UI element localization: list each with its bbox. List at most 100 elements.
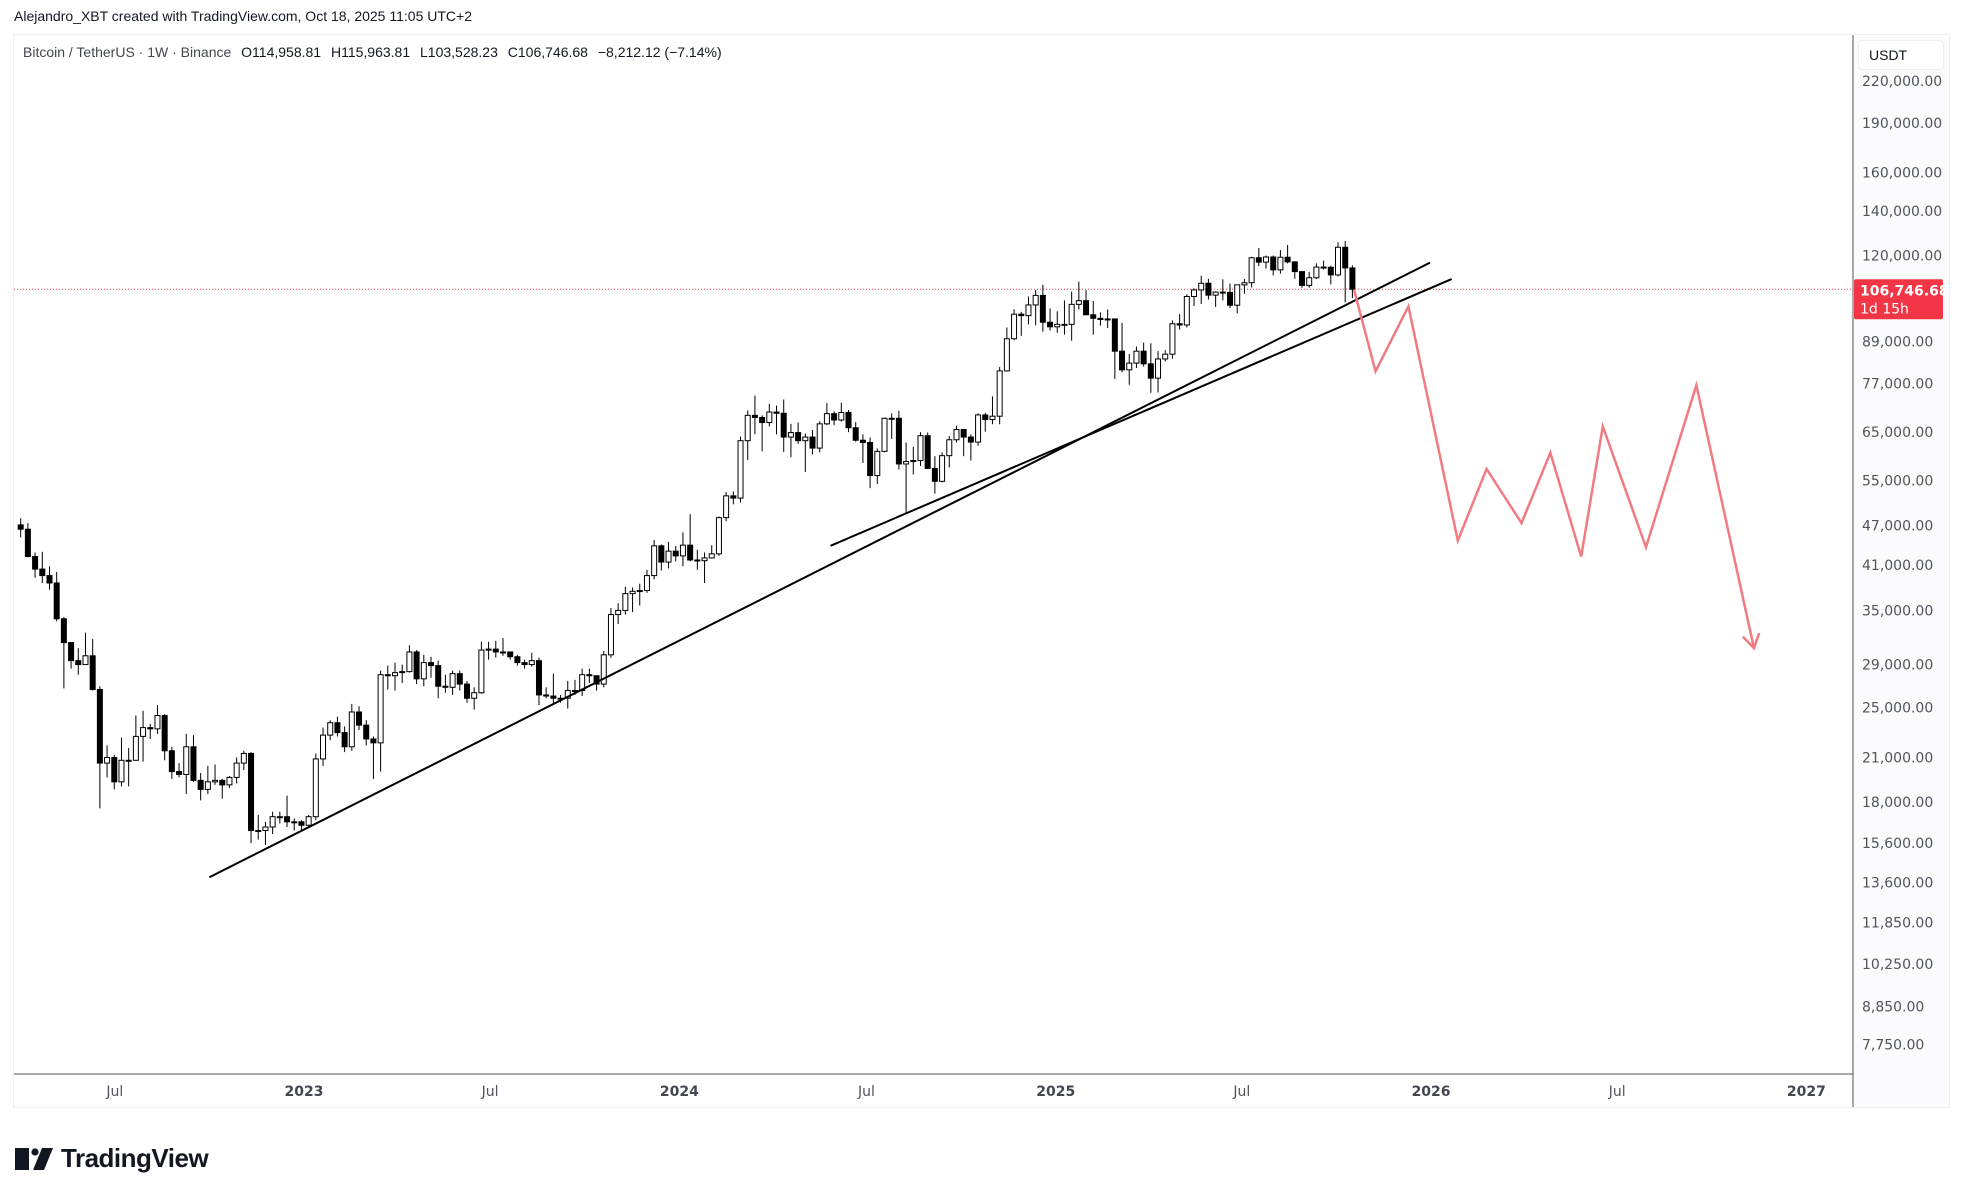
candle-body-down — [284, 816, 291, 823]
candle — [888, 413, 895, 439]
candle-body-up — [1198, 282, 1205, 291]
candle-body-up — [622, 593, 629, 611]
candle — [197, 773, 204, 801]
candle-body-down — [773, 411, 780, 414]
candle — [1104, 309, 1111, 329]
candle-body-down — [550, 695, 557, 699]
candle — [104, 745, 111, 778]
trendline[interactable] — [830, 278, 1453, 547]
price-axis[interactable]: 220,000.00 190,000.00 160,000.00 140,000.00… — [1862, 74, 1942, 1054]
candle — [636, 583, 643, 606]
candle — [903, 442, 910, 514]
time-tick-label: Jul — [481, 1084, 499, 1100]
candle — [1126, 353, 1133, 385]
candle — [1047, 308, 1054, 331]
candle-body-up — [643, 575, 650, 592]
candle-body-up — [917, 435, 924, 462]
time-axis[interactable]: Jul 2023 Jul 2024 Jul 2025 Jul 2026 Jul 2027 — [105, 1084, 1826, 1100]
candle-body-down — [248, 752, 255, 832]
candle-body-up — [320, 734, 327, 760]
candle-body-up — [802, 436, 809, 442]
candle — [219, 778, 226, 799]
candle-body-up — [708, 553, 715, 559]
candle-body-down — [658, 545, 665, 563]
candle-body-down — [427, 662, 434, 667]
time-tick-label: 2026 — [1412, 1084, 1451, 1100]
candle — [284, 795, 291, 827]
price-tick-label: 35,000.00 — [1862, 603, 1933, 619]
drawings[interactable] — [208, 261, 1761, 879]
candle — [240, 750, 247, 771]
candle — [931, 456, 938, 494]
candle-body-down — [111, 757, 118, 783]
candle — [168, 746, 175, 779]
candle — [615, 603, 622, 624]
candle — [298, 820, 305, 831]
candle — [269, 811, 276, 835]
candle-body-down — [435, 665, 442, 687]
candle-body-up — [312, 758, 319, 818]
currency-button[interactable]: USDT — [1858, 40, 1944, 70]
bar-countdown: 1d 15h — [1860, 301, 1909, 317]
candle-body-down — [852, 427, 859, 441]
ohlc-change: −8,212.12 (−7.14%) — [597, 44, 722, 60]
projection-path[interactable] — [1352, 289, 1756, 649]
candle — [658, 544, 665, 571]
candle-body-up — [1075, 300, 1082, 305]
candle-body-down — [75, 660, 82, 666]
candle — [82, 632, 89, 666]
candle — [982, 412, 989, 432]
candle-body-down — [1270, 256, 1277, 271]
price-tick-label: 25,000.00 — [1862, 700, 1933, 716]
candle-body-down — [168, 750, 175, 773]
candle-body-up — [154, 715, 161, 730]
candle-body-down — [759, 416, 766, 424]
candle-body-down — [1284, 256, 1291, 263]
candle — [521, 659, 528, 669]
trendline[interactable] — [208, 261, 1431, 879]
candle-body-up — [255, 830, 262, 833]
candle-body-up — [499, 651, 506, 654]
candle-body-up — [392, 672, 399, 677]
candle-body-up — [665, 550, 672, 563]
price-tick-label: 65,000.00 — [1862, 425, 1933, 441]
candle-body-up — [327, 722, 334, 736]
candle — [1097, 312, 1104, 326]
candle-body-up — [737, 440, 744, 499]
price-tick-label: 13,600.00 — [1862, 876, 1933, 892]
candle — [89, 638, 96, 691]
candle-body-up — [881, 417, 888, 452]
candle-body-down — [356, 711, 363, 726]
candle-body-down — [521, 662, 528, 666]
candle-body-down — [24, 528, 31, 558]
candle — [276, 811, 283, 824]
candle — [1140, 342, 1147, 367]
candle-body-down — [1255, 257, 1262, 263]
candle — [780, 399, 787, 452]
candle — [1212, 291, 1219, 307]
candle-body-down — [831, 413, 838, 421]
candle — [226, 775, 233, 788]
symbol-name[interactable]: Bitcoin / TetherUS · 1W · Binance — [23, 44, 232, 60]
candle-body-up — [1126, 362, 1133, 371]
candle-body-up — [478, 649, 485, 694]
candle — [679, 532, 686, 567]
candle — [895, 410, 902, 470]
candle — [795, 422, 802, 444]
candle-body-up — [939, 455, 946, 482]
price-tick-label: 77,000.00 — [1862, 376, 1933, 392]
candle — [327, 720, 334, 741]
candle — [1183, 294, 1190, 328]
candle-body-down — [1047, 321, 1054, 328]
candle-body-up — [449, 673, 456, 688]
candle — [838, 402, 845, 422]
candle-body-up — [903, 461, 910, 465]
candle-body-down — [809, 436, 816, 449]
price-axis-bg[interactable] — [1854, 35, 1949, 1107]
candle-body-up — [1191, 289, 1198, 298]
candle-body-down — [895, 417, 902, 465]
time-tick-label: 2027 — [1787, 1084, 1826, 1100]
candle-body-up — [1061, 323, 1068, 326]
price-tick-label: 120,000.00 — [1862, 249, 1942, 265]
